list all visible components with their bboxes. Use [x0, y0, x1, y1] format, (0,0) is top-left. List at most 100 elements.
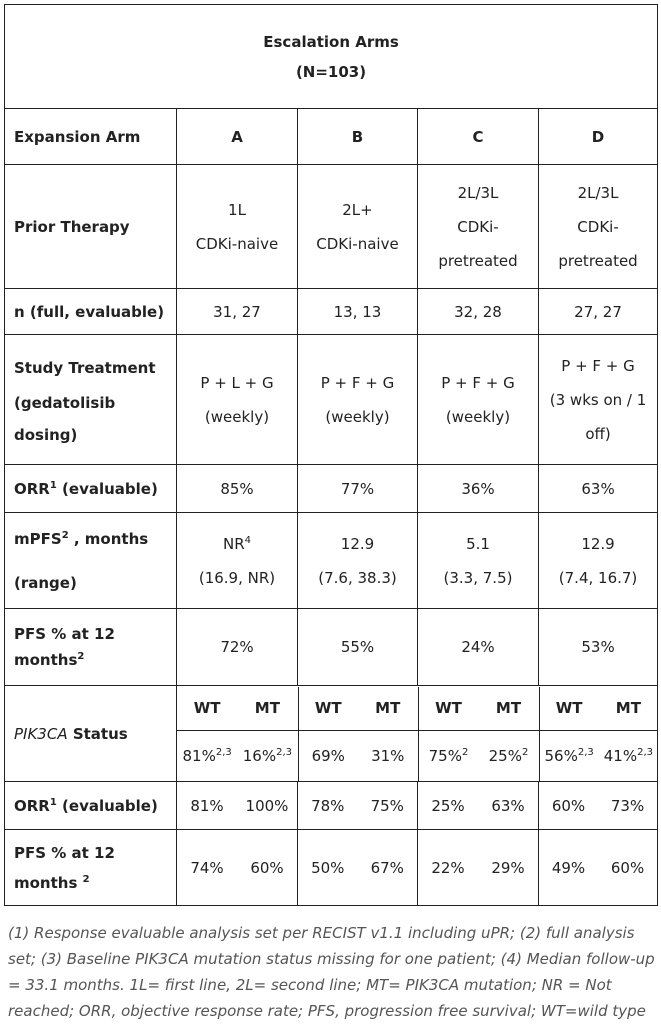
treatment-d: P + F + G (3 wks on / 1 off) — [537, 334, 659, 465]
mt-value: 75% — [370, 796, 404, 815]
mt-value: 67% — [370, 858, 404, 877]
pik3ca-label: PIK3CA Status — [4, 685, 177, 782]
label-line: (gedatolisib — [14, 393, 116, 412]
orr-row: ORR1 (evaluable) 85% 77% 36% 63% — [4, 464, 659, 513]
cell-line: CDKi-naive — [316, 234, 399, 253]
wt-label: WT — [314, 699, 342, 718]
banner-n: (N=103) — [295, 62, 367, 81]
value: 25% — [488, 746, 522, 765]
label-text: , months — [68, 529, 149, 548]
pfs12-sub-b: 50% 67% — [297, 829, 418, 906]
label-text: (evaluable) — [56, 479, 158, 498]
treatment-a: P + L + G (weekly) — [176, 334, 298, 465]
value: NR — [222, 534, 245, 553]
header-row: Expansion Arm A B C D — [4, 108, 659, 165]
wt-value: 78% — [311, 796, 345, 815]
study-treatment-label: Study Treatment (gedatolisib dosing) — [4, 334, 177, 465]
mpfs-label: mPFS2 , months (range) — [4, 512, 177, 609]
footnote-ref: 2 — [77, 651, 85, 662]
cell-line: P + L + G — [200, 373, 274, 392]
n-d: 27, 27 — [537, 288, 659, 335]
treatment-c: P + F + G (weekly) — [417, 334, 539, 465]
mt-value: 73% — [610, 796, 645, 815]
pik3ca-a-header: WT MT — [177, 686, 299, 731]
footnote-ref: 4 — [244, 534, 252, 546]
wt-value: 81% — [190, 796, 224, 815]
range: (7.6, 38.3) — [318, 568, 397, 587]
wt-value: 25% — [431, 796, 465, 815]
value: 12.9 — [340, 534, 375, 553]
pfs12-a: 72% — [176, 608, 298, 686]
wt-label: WT — [193, 699, 221, 718]
label-line: mPFS2 , months — [14, 517, 176, 561]
mt-value: 16%2,3 — [237, 739, 297, 773]
cell-line: (weekly) — [445, 407, 511, 426]
cell-line: (3 wks on / 1 — [549, 390, 647, 409]
mpfs-a: NR4 (16.9, NR) — [176, 512, 298, 609]
footnote-ref: 1 — [49, 796, 57, 808]
orr-label: ORR1 (evaluable) — [4, 464, 177, 513]
pik3ca-b: 69% 31% — [297, 730, 419, 781]
cell-line: (weekly) — [204, 407, 270, 426]
mt-value: 31% — [371, 746, 405, 765]
label-line: months2 — [14, 647, 176, 673]
n-label: n (full, evaluable) — [4, 288, 177, 335]
mpfs-c: 5.1 (3.3, 7.5) — [417, 512, 539, 609]
cell-line: 2L/3L — [577, 183, 619, 202]
cell-line: (weekly) — [325, 407, 390, 426]
label-line: PFS % at 12 — [14, 843, 115, 862]
pfs12-sub-row: PFS % at 12 months 2 74% 60% 50% 67% 22% 29… — [4, 829, 659, 906]
footnote-ref: 2 — [521, 746, 529, 758]
arm-b-header: B — [297, 108, 418, 165]
label-line: months 2 — [14, 868, 176, 898]
wt-label: WT — [435, 699, 462, 718]
results-table: Escalation Arms (N=103) Expansion Arm A … — [3, 4, 659, 906]
arm-a-header: A — [176, 108, 298, 165]
mpfs-row: mPFS2 , months (range) NR4 (16.9, NR) 12.… — [4, 512, 659, 609]
range: (3.3, 7.5) — [443, 568, 513, 587]
treatment-b: P + F + G (weekly) — [297, 334, 418, 465]
wt-label: WT — [555, 699, 583, 718]
footnote-ref: 2,3 — [637, 746, 653, 758]
study-treatment-row: Study Treatment (gedatolisib dosing) P +… — [4, 334, 659, 465]
pik3ca-c: 75%2 25%2 — [417, 730, 540, 781]
prior-therapy-row: Prior Therapy 1L CDKi-naive 2L+ CDKi-naive… — [4, 164, 659, 289]
expansion-arm-label: Expansion Arm — [4, 108, 177, 165]
footnote-ref: 2 — [61, 529, 69, 541]
orr-sub-row: ORR1 (evaluable) 81% 100% 78% 75% 25% 63% 6… — [4, 781, 659, 830]
pik3ca-header-row: WT MT WT MT WT MT WT MT — [177, 686, 658, 731]
label-text: ORR — [14, 796, 50, 815]
n-b: 13, 13 — [297, 288, 418, 335]
pfs12-sub-a: 74% 60% — [176, 829, 298, 906]
label-text: Status — [67, 724, 128, 743]
banner-row: Escalation Arms (N=103) — [3, 4, 659, 109]
mt-label: MT — [375, 699, 401, 718]
pfs12-c: 24% — [417, 608, 539, 686]
orr-a: 85% — [176, 464, 298, 513]
pik3ca-row: PIK3CA Status WT MT WT MT WT MT WT MT 81%2,3… — [4, 685, 659, 782]
pik3ca-b-header: WT MT — [297, 686, 419, 731]
mpfs-d: 12.9 (7.4, 16.7) — [537, 512, 659, 609]
wt-value: 81%2,3 — [177, 739, 237, 773]
footnote-ref: 1 — [49, 479, 57, 491]
label-line: dosing) — [14, 425, 78, 444]
range: (16.9, NR) — [198, 568, 276, 587]
mt-label: MT — [254, 699, 280, 718]
orr-sub-a: 81% 100% — [176, 781, 298, 830]
value: 41% — [603, 746, 638, 765]
value: 12.9 — [581, 534, 615, 553]
pik3ca-d-header: WT MT — [538, 686, 658, 731]
label-text: mPFS — [14, 529, 62, 548]
cell-line: off) — [585, 424, 611, 443]
label-text: months — [14, 651, 78, 669]
mt-label: MT — [615, 699, 641, 718]
n-a: 31, 27 — [176, 288, 298, 335]
cell-line: NR4 — [177, 527, 297, 561]
pfs12-sub-c: 22% 29% — [417, 829, 539, 906]
value: 81% — [182, 746, 216, 765]
pik3ca-d: 56%2,3 41%2,3 — [538, 730, 658, 781]
label-text: PIK3CA — [14, 724, 68, 743]
pfs12-d: 53% — [537, 608, 659, 686]
cell-line: 2L/3L — [457, 183, 499, 202]
pik3ca-a: 81%2,3 16%2,3 — [177, 730, 299, 781]
